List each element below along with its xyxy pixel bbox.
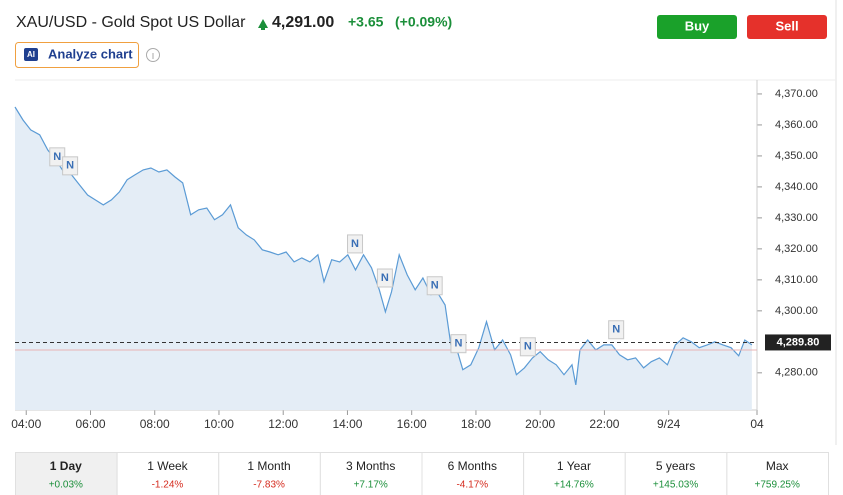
plot: Investing.com4,280.004,300.004,310.004,3… xyxy=(11,80,831,431)
period-label[interactable]: 6 Months xyxy=(448,459,497,473)
news-marker-box[interactable] xyxy=(450,334,467,354)
price: 4,291.00 xyxy=(272,14,334,31)
period-label[interactable]: 1 Year xyxy=(557,459,591,473)
ai-badge[interactable]: AI xyxy=(27,50,35,59)
y-tick-label: 4,280.00 xyxy=(775,367,818,379)
period-change[interactable]: -7.83% xyxy=(253,480,285,491)
y-tick-label: 4,340.00 xyxy=(775,181,818,193)
period-change[interactable]: +0.03% xyxy=(49,480,83,491)
news-marker[interactable]: N xyxy=(62,156,79,176)
x-tick-label: 14:00 xyxy=(332,417,362,431)
news-marker[interactable]: N xyxy=(426,276,443,296)
up-arrow xyxy=(258,19,268,30)
x-tick-label: 20:00 xyxy=(525,417,555,431)
x-tick-label: 10:00 xyxy=(204,417,234,431)
period-tab[interactable]: 1 Week -1.24% xyxy=(116,452,220,495)
period-label[interactable]: 3 Months xyxy=(346,459,395,473)
sell-button[interactable]: Sell xyxy=(747,15,827,39)
news-marker-box[interactable] xyxy=(519,337,536,357)
y-tick-label: 4,360.00 xyxy=(775,119,818,131)
news-marker[interactable]: N xyxy=(450,334,467,354)
news-marker-box[interactable] xyxy=(62,156,79,176)
news-marker-label[interactable]: N xyxy=(66,160,74,172)
area-fill xyxy=(15,107,752,410)
analyze-button[interactable]: AI Analyze chart xyxy=(15,42,139,68)
ai-badge-bg[interactable] xyxy=(24,48,38,61)
period-tab[interactable]: 3 Months +7.17% xyxy=(319,452,423,495)
period-change[interactable]: +14.76% xyxy=(554,480,594,491)
news-marker[interactable]: N xyxy=(608,320,625,340)
x-tick-label: 18:00 xyxy=(461,417,491,431)
period-tab[interactable]: Max +759.25% xyxy=(726,452,829,495)
period-change[interactable]: +145.03% xyxy=(653,480,698,491)
sell-label[interactable]: Sell xyxy=(775,18,798,33)
period-label[interactable]: 1 Week xyxy=(147,459,188,473)
period-change[interactable]: -1.24% xyxy=(152,480,184,491)
period-label[interactable]: 1 Month xyxy=(247,459,290,473)
period-label[interactable]: 5 years xyxy=(656,459,695,473)
analyze-bg[interactable] xyxy=(15,42,139,68)
news-marker[interactable]: N xyxy=(519,337,536,357)
x-tick-label: 16:00 xyxy=(397,417,427,431)
period-tab[interactable]: 1 Day +0.03% xyxy=(15,452,118,495)
news-marker-box[interactable] xyxy=(608,320,625,340)
buy-bg[interactable] xyxy=(657,15,737,39)
price-line xyxy=(14,106,753,386)
sell-bg[interactable] xyxy=(747,15,827,39)
info-icon[interactable] xyxy=(146,48,160,62)
news-marker-label[interactable]: N xyxy=(431,280,439,292)
change: +3.65 xyxy=(348,14,384,30)
period-tab[interactable]: 1 Year +14.76% xyxy=(523,452,626,495)
news-marker[interactable]: N xyxy=(347,234,364,254)
buy-label[interactable]: Buy xyxy=(685,18,710,33)
period-tab-bg[interactable] xyxy=(421,452,525,495)
last-price-label: 4,289.80 xyxy=(777,336,820,348)
period-bar: 1 Day +0.03% 1 Week -1.24% 1 Month -7.83% 3 Mo… xyxy=(15,452,829,495)
news-marker-label[interactable]: N xyxy=(351,238,359,250)
news-marker-box[interactable] xyxy=(347,234,364,254)
last-price-tag xyxy=(765,334,831,351)
news-marker-label[interactable]: N xyxy=(381,272,389,284)
period-tab[interactable]: 1 Month -7.83% xyxy=(218,452,321,495)
period-change[interactable]: +759.25% xyxy=(755,480,800,491)
period-label[interactable]: 1 Day xyxy=(50,459,82,473)
x-tick-label: 22:00 xyxy=(589,417,619,431)
x-tick-label: 04:00 xyxy=(11,417,41,431)
period-change[interactable]: +7.17% xyxy=(354,480,388,491)
x-tick-label: 04 xyxy=(750,417,764,431)
x-tick-label: 9/24 xyxy=(657,417,681,431)
change-pct: (+0.09%) xyxy=(395,14,452,30)
y-tick-label: 4,330.00 xyxy=(775,212,818,224)
x-tick-label: 06:00 xyxy=(75,417,105,431)
period-tab-bg[interactable] xyxy=(726,452,829,495)
y-tick-label: 4,300.00 xyxy=(775,305,818,317)
y-tick-label: 4,350.00 xyxy=(775,150,818,162)
x-tick-label: 08:00 xyxy=(140,417,170,431)
period-tab[interactable]: 5 years +145.03% xyxy=(624,452,728,495)
instrument-title: XAU/USD - Gold Spot US Dollar xyxy=(16,14,246,31)
news-marker-label[interactable]: N xyxy=(524,341,532,353)
period-tab-bg[interactable] xyxy=(218,452,321,495)
y-tick-label: 4,320.00 xyxy=(775,243,818,255)
x-tick-label: 12:00 xyxy=(268,417,298,431)
news-marker-box[interactable] xyxy=(426,276,443,296)
news-marker-label[interactable]: N xyxy=(53,151,61,163)
analyze-label[interactable]: Analyze chart xyxy=(48,46,133,61)
news-marker-box[interactable] xyxy=(376,268,393,288)
news-marker-label[interactable]: N xyxy=(612,324,620,336)
news-marker-label[interactable]: N xyxy=(454,338,462,350)
news-marker[interactable]: N xyxy=(376,268,393,288)
period-tab[interactable]: 6 Months -4.17% xyxy=(421,452,525,495)
y-tick-label: 4,370.00 xyxy=(775,88,818,100)
buy-button[interactable]: Buy xyxy=(657,15,737,39)
period-tab-bg[interactable] xyxy=(523,452,626,495)
y-tick-label: 4,310.00 xyxy=(775,274,818,286)
period-label[interactable]: Max xyxy=(766,459,789,473)
period-change[interactable]: -4.17% xyxy=(456,480,488,491)
